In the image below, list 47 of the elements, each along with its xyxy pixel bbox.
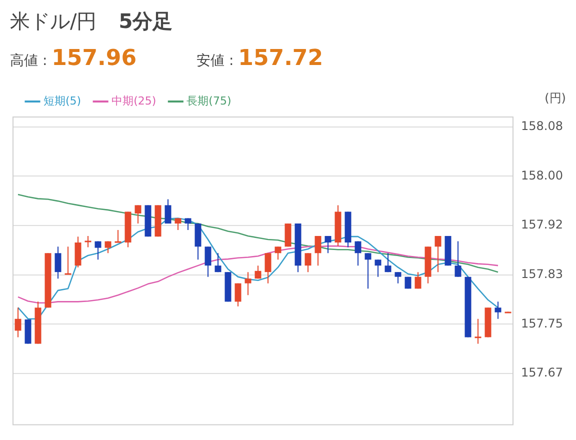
candlestick: [244, 272, 252, 296]
y-tick-label: 157.75: [521, 316, 563, 330]
chart-subtitle: 5分足: [118, 9, 173, 33]
candlestick: [54, 246, 62, 280]
candlestick: [74, 236, 82, 268]
candlestick: [434, 235, 442, 273]
candlestick: [254, 265, 262, 280]
y-tick-label: 157.92: [521, 218, 563, 232]
candlestick: [494, 301, 502, 320]
candlestick: [264, 252, 272, 284]
candlestick: [94, 240, 102, 260]
candlestick: [394, 272, 402, 284]
text: 安値 : 157.72: [196, 46, 324, 71]
y-tick-label: 157.67: [521, 366, 563, 380]
candlestick: [204, 246, 212, 278]
candlestick: [214, 252, 222, 273]
text: 高値 : 157.96: [10, 46, 137, 71]
candlestick: [354, 240, 362, 266]
candlestick: [474, 318, 482, 344]
candlestick: [324, 235, 332, 254]
candlestick: [454, 240, 462, 278]
y-tick-label: 158.00: [521, 168, 563, 182]
chart-title: 米ドル/円: [10, 9, 97, 33]
candlestick: [314, 235, 322, 266]
y-axis-title: (円): [544, 90, 566, 107]
candlestick: [84, 235, 92, 248]
candlestick: [284, 223, 292, 248]
candlestick: [114, 230, 122, 243]
candlestick: [274, 246, 282, 260]
candlestick: [14, 307, 22, 338]
candlestick: [374, 259, 382, 278]
candlestick: [304, 252, 312, 273]
y-tick-label: 158.08: [521, 119, 563, 134]
candlestick: [164, 198, 172, 224]
legend-label: 中期(25): [112, 94, 156, 108]
legend-label: 長期(75): [186, 94, 232, 108]
candlestick: [134, 204, 142, 224]
candlestick: [384, 252, 392, 273]
candlestick: [234, 282, 242, 307]
candlestick: [194, 223, 202, 260]
candlestick: [174, 218, 182, 231]
candlestick: [184, 218, 192, 231]
candlestick: [414, 272, 422, 290]
candlestick: [64, 246, 72, 275]
y-tick-label: 157.83: [521, 266, 563, 281]
candlestick: [364, 252, 372, 290]
legend-label: 短期(5): [44, 94, 82, 108]
